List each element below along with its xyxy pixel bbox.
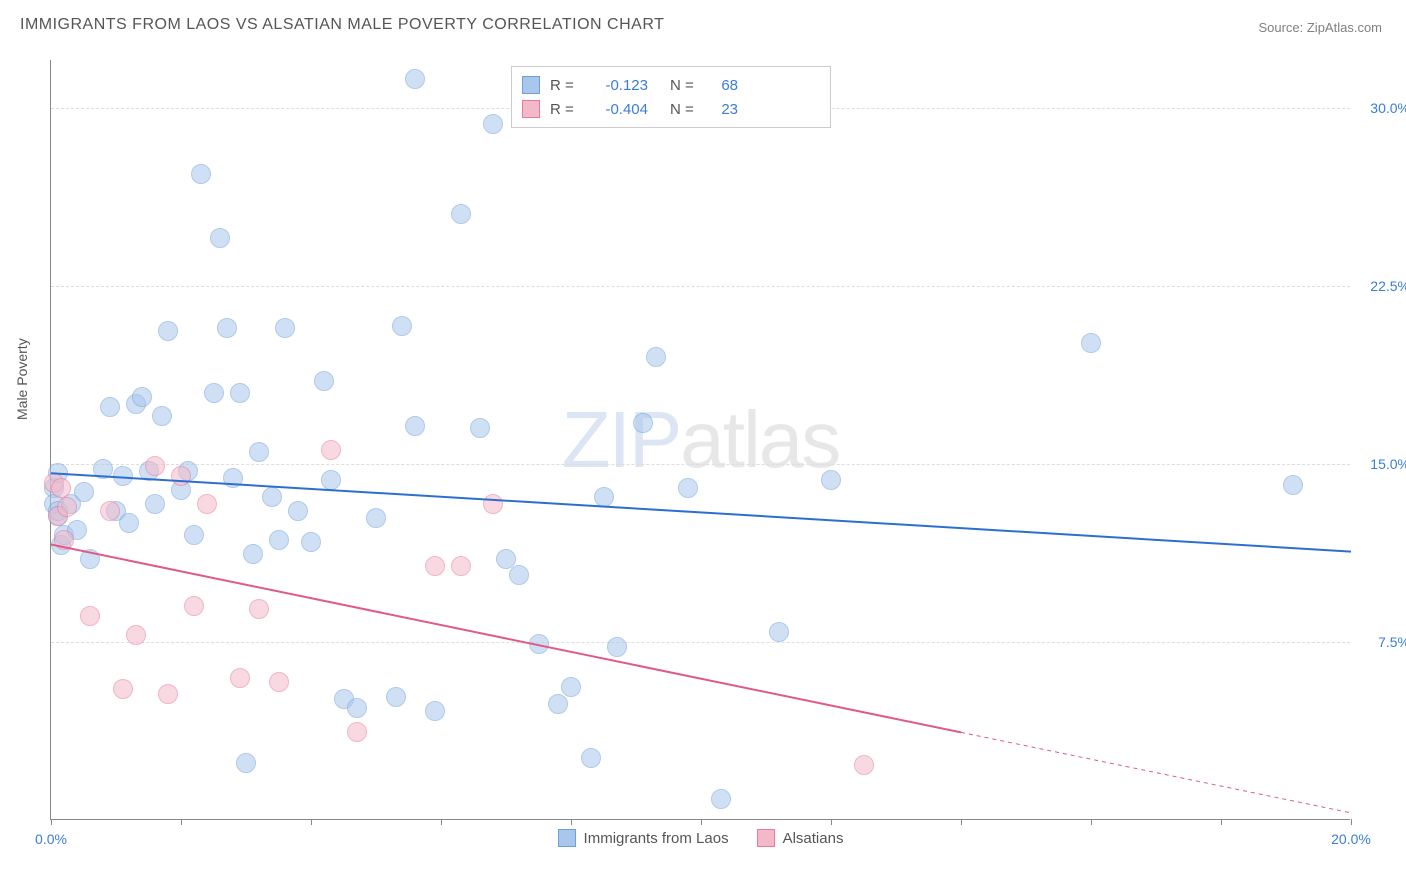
legend-n-value-0: 68 — [708, 77, 738, 94]
legend-label-0: Immigrants from Laos — [584, 830, 729, 847]
legend-r-prefix: R = — [550, 101, 578, 118]
y-tick-label: 7.5% — [1378, 634, 1406, 650]
x-tick-label: 20.0% — [1331, 831, 1371, 847]
legend-row-series-1: R = -0.404 N = 23 — [522, 97, 820, 121]
source-label: Source: ZipAtlas.com — [1258, 20, 1382, 35]
legend-r-value-1: -0.404 — [588, 101, 648, 118]
legend-label-1: Alsatians — [783, 830, 844, 847]
x-tick-label: 0.0% — [35, 831, 67, 847]
y-tick-label: 30.0% — [1370, 100, 1406, 116]
y-tick-label: 22.5% — [1370, 278, 1406, 294]
y-tick-label: 15.0% — [1370, 456, 1406, 472]
legend-n-value-1: 23 — [708, 101, 738, 118]
y-axis-label: Male Poverty — [14, 338, 30, 420]
legend-row-series-0: R = -0.123 N = 68 — [522, 73, 820, 97]
legend-item-0: Immigrants from Laos — [558, 829, 729, 847]
scatter-chart: ZIPatlas R = -0.123 N = 68 R = -0.404 N … — [50, 60, 1350, 820]
legend-n-prefix: N = — [670, 77, 698, 94]
x-tick — [1351, 819, 1352, 825]
legend-swatch-bottom-0 — [558, 829, 576, 847]
legend-n-prefix: N = — [670, 101, 698, 118]
legend-item-1: Alsatians — [757, 829, 844, 847]
legend-swatch-bottom-1 — [757, 829, 775, 847]
correlation-legend: R = -0.123 N = 68 R = -0.404 N = 23 — [511, 66, 831, 128]
legend-r-value-0: -0.123 — [588, 77, 648, 94]
legend-swatch-1 — [522, 100, 540, 118]
chart-title: IMMIGRANTS FROM LAOS VS ALSATIAN MALE PO… — [20, 16, 664, 34]
series-legend: Immigrants from Laos Alsatians — [558, 829, 844, 847]
legend-r-prefix: R = — [550, 77, 578, 94]
trend-lines — [51, 60, 1351, 820]
legend-swatch-0 — [522, 76, 540, 94]
